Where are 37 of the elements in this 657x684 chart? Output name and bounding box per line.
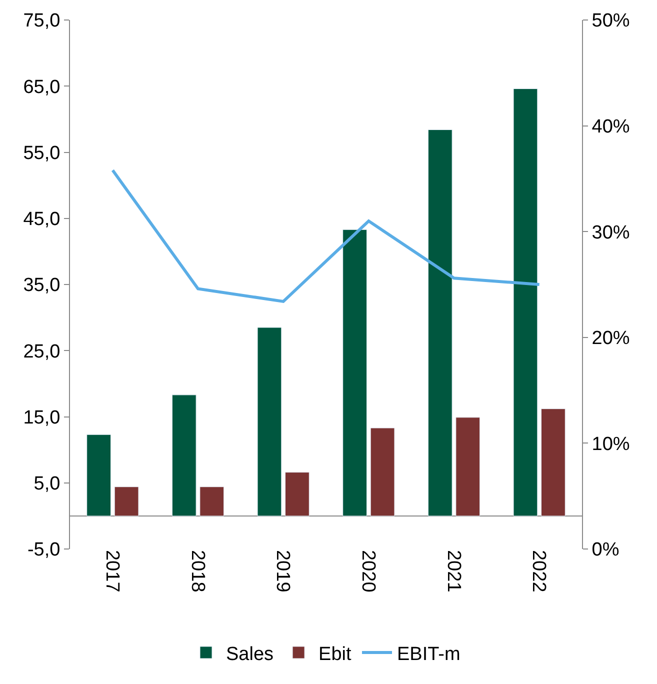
x-tick-label: 2020	[357, 550, 378, 592]
bar	[428, 130, 452, 516]
y-tick-label: 75,0	[23, 10, 60, 32]
y-tick-label: 65,0	[23, 76, 60, 98]
y-tick-label: 5,0	[34, 474, 60, 495]
y2-tick-label: 40%	[592, 116, 630, 138]
y-tick-label: -5,0	[27, 540, 60, 561]
legend-label: EBIT-m	[396, 644, 460, 665]
y-tick-label: 35,0	[23, 275, 60, 296]
x-tick-label: 2021	[442, 550, 464, 592]
y2-tick-label: 50%	[592, 10, 630, 32]
x-tick-label: 2019	[272, 550, 294, 592]
bar	[86, 434, 111, 516]
legend-label: Ebit	[318, 644, 352, 665]
legend-label: Sales	[226, 644, 274, 665]
bar	[172, 394, 196, 516]
y2-tick-label: 10%	[592, 434, 630, 455]
x-tick-label: 2018	[186, 550, 208, 592]
y-tick-label: 45,0	[23, 209, 60, 230]
bar	[513, 88, 538, 516]
bar	[200, 486, 224, 516]
bar	[370, 428, 395, 516]
y2-tick-label: 0%	[592, 540, 620, 561]
y-tick-label: 15,0	[23, 407, 60, 428]
y-tick-label: 25,0	[23, 341, 60, 362]
bar	[342, 229, 367, 516]
bar	[541, 408, 566, 516]
y2-tick-label: 20%	[592, 328, 630, 350]
y2-tick-label: 30%	[592, 222, 630, 244]
y-tick-label: 55,0	[23, 142, 60, 164]
bar	[456, 417, 480, 516]
bar	[114, 486, 139, 516]
bar	[257, 327, 282, 516]
x-tick-label: 2017	[101, 550, 122, 592]
x-tick-label: 2022	[528, 550, 550, 592]
line-series	[111, 168, 541, 303]
bar	[285, 472, 310, 516]
